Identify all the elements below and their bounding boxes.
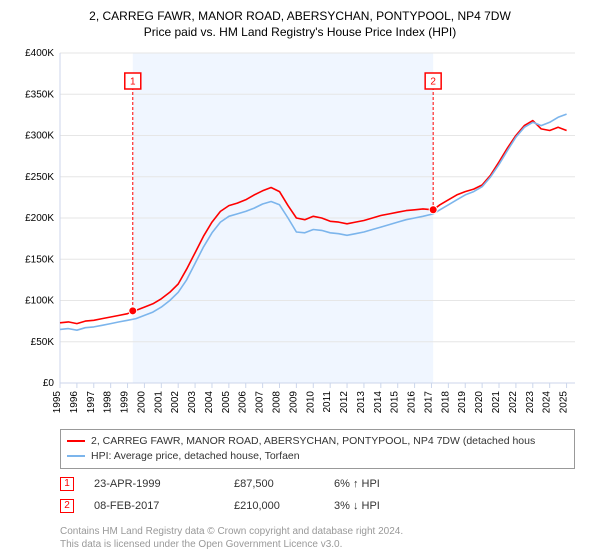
svg-text:2012: 2012 [339,390,350,413]
credits: Contains HM Land Registry data © Crown c… [60,525,575,551]
svg-text:1: 1 [130,76,136,87]
transaction-price: £210,000 [234,500,314,512]
svg-text:2013: 2013 [356,390,367,413]
svg-text:2005: 2005 [221,390,232,413]
svg-text:2021: 2021 [491,390,502,413]
svg-text:2022: 2022 [508,390,519,413]
svg-text:2018: 2018 [440,390,451,413]
transaction-hpi: 3% ↓ HPI [334,500,380,512]
legend-item[interactable]: 2, CARREG FAWR, MANOR ROAD, ABERSYCHAN, … [67,434,568,449]
svg-text:2001: 2001 [153,390,164,413]
svg-text:2016: 2016 [407,390,418,413]
transactions-table: 1 23-APR-1999 £87,500 6% ↑ HPI 2 08-FEB-2017 £… [60,473,575,517]
svg-text:2004: 2004 [204,390,215,413]
svg-text:1995: 1995 [52,390,63,413]
svg-text:2025: 2025 [559,390,570,413]
transaction-hpi: 6% ↑ HPI [334,478,380,490]
transaction-row: 1 23-APR-1999 £87,500 6% ↑ HPI [60,473,575,495]
svg-text:£400K: £400K [25,48,54,59]
svg-text:1999: 1999 [120,390,131,413]
chart-container: 2, CARREG FAWR, MANOR ROAD, ABERSYCHAN, … [0,0,600,560]
svg-text:2003: 2003 [187,390,198,413]
transaction-date: 23-APR-1999 [94,478,214,490]
svg-text:2019: 2019 [457,390,468,413]
credits-line1: Contains HM Land Registry data © Crown c… [60,525,575,538]
svg-text:2015: 2015 [390,390,401,413]
chart-title: 2, CARREG FAWR, MANOR ROAD, ABERSYCHAN, … [10,8,590,25]
svg-text:2020: 2020 [474,390,485,413]
svg-text:1996: 1996 [69,390,80,413]
chart-svg: £0 £50K £100K £150K £200K £250K £300K £350K £400… [10,43,590,423]
transaction-row: 2 08-FEB-2017 £210,000 3% ↓ HPI [60,495,575,517]
credits-line2: This data is licensed under the Open Gov… [60,538,575,551]
svg-text:£350K: £350K [25,89,54,100]
transaction-marker: 2 [60,499,74,513]
svg-text:2017: 2017 [423,390,434,413]
svg-text:2014: 2014 [373,390,384,413]
svg-text:1998: 1998 [103,390,114,413]
legend-label: HPI: Average price, detached house, Torf… [91,450,300,462]
chart-subtitle: Price paid vs. HM Land Registry's House … [10,25,590,39]
svg-text:2011: 2011 [322,390,333,412]
svg-text:2023: 2023 [525,390,536,413]
svg-text:2024: 2024 [542,390,553,413]
legend: 2, CARREG FAWR, MANOR ROAD, ABERSYCHAN, … [60,429,575,469]
legend-swatch [67,440,85,442]
transaction-price: £87,500 [234,478,314,490]
svg-text:2007: 2007 [255,390,266,413]
svg-text:2010: 2010 [305,390,316,413]
svg-text:2: 2 [430,76,436,87]
svg-text:£50K: £50K [31,337,55,348]
svg-text:1997: 1997 [86,390,97,413]
svg-text:2002: 2002 [170,390,181,413]
svg-text:2000: 2000 [136,390,147,413]
svg-text:2006: 2006 [238,390,249,413]
transaction-date: 08-FEB-2017 [94,500,214,512]
legend-label: 2, CARREG FAWR, MANOR ROAD, ABERSYCHAN, … [91,435,535,447]
svg-text:2009: 2009 [288,390,299,413]
svg-text:£100K: £100K [25,295,54,306]
legend-swatch [67,455,85,457]
svg-text:£200K: £200K [25,213,54,224]
transaction-marker: 1 [60,477,74,491]
svg-text:£0: £0 [43,378,55,389]
svg-text:2008: 2008 [272,390,283,413]
svg-text:£250K: £250K [25,172,54,183]
svg-text:£300K: £300K [25,130,54,141]
svg-text:£150K: £150K [25,254,54,265]
chart-plot-area: £0 £50K £100K £150K £200K £250K £300K £350K £400… [10,43,590,423]
legend-item[interactable]: HPI: Average price, detached house, Torf… [67,449,568,464]
